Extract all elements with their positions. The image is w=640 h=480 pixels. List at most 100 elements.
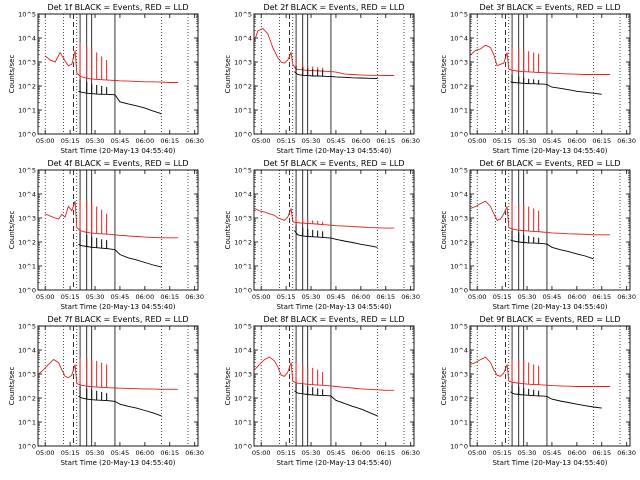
x-tick-label: 05:30	[518, 137, 537, 145]
x-tick-label: 05:15	[493, 449, 512, 457]
panel-title: Det 1f BLACK = Events, RED = LLD	[47, 3, 188, 12]
panel-det-6f: Det 6f BLACK = Events, RED = LLD Counts/s…	[440, 159, 636, 311]
plot-frame	[469, 169, 631, 291]
x-tick-label: 05:00	[468, 137, 487, 145]
x-tick-label: 05:00	[36, 293, 55, 301]
y-tick-label: 10^5	[450, 323, 468, 331]
black-events-series	[78, 243, 162, 268]
x-axis-label: Start Time (20-May-13 04:55:40)	[492, 303, 607, 311]
panel-title: Det 3f BLACK = Events, RED = LLD	[479, 3, 620, 12]
y-axis-label: Counts/sec	[440, 367, 448, 406]
x-tick-label: 05:15	[277, 137, 296, 145]
x-tick-label: 06:00	[135, 137, 154, 145]
x-tick-label: 06:00	[567, 137, 586, 145]
x-axis-label: Start Time (20-May-13 04:55:40)	[276, 459, 391, 467]
y-tick-label: 10^3	[18, 59, 36, 67]
y-tick-label: 10^5	[18, 167, 36, 175]
x-tick-label: 05:15	[277, 293, 296, 301]
red-lld-series	[45, 201, 179, 239]
red-lld-series	[254, 207, 395, 229]
x-tick-label: 05:00	[252, 137, 271, 145]
black-events-series	[78, 90, 162, 115]
x-tick-label: 06:15	[592, 293, 611, 301]
black-events-series	[510, 239, 594, 260]
x-tick-label: 06:00	[351, 449, 370, 457]
x-tick-label: 06:30	[185, 449, 204, 457]
x-tick-label: 05:00	[252, 293, 271, 301]
x-tick-label: 06:15	[592, 137, 611, 145]
black-events-series	[78, 395, 162, 417]
y-tick-label: 10^4	[18, 35, 36, 43]
x-tick-label: 06:30	[401, 449, 420, 457]
x-axis-label: Start Time (20-May-13 04:55:40)	[276, 147, 391, 155]
y-tick-label: 10^2	[450, 395, 468, 403]
y-tick-label: 10^5	[234, 323, 252, 331]
x-tick-label: 06:30	[185, 293, 204, 301]
y-tick-label: 10^0	[18, 443, 36, 451]
y-axis-label: Counts/sec	[224, 55, 232, 94]
x-axis-label: Start Time (20-May-13 04:55:40)	[60, 147, 175, 155]
x-tick-label: 06:00	[351, 293, 370, 301]
x-tick-label: 05:00	[252, 449, 271, 457]
x-axis-label: Start Time (20-May-13 04:55:40)	[276, 303, 391, 311]
x-tick-label: 05:45	[543, 293, 562, 301]
panel-title: Det 5f BLACK = Events, RED = LLD	[263, 159, 404, 168]
x-tick-label: 06:00	[351, 137, 370, 145]
y-tick-label: 10^2	[234, 239, 252, 247]
x-tick-label: 05:00	[468, 293, 487, 301]
y-tick-label: 10^1	[234, 419, 252, 427]
plot-frame	[253, 169, 415, 291]
x-tick-label: 06:15	[160, 449, 179, 457]
panel-det-9f: Det 9f BLACK = Events, RED = LLD Counts/s…	[440, 315, 636, 467]
y-tick-label: 10^5	[450, 11, 468, 19]
y-tick-label: 10^5	[18, 323, 36, 331]
black-events-series	[294, 390, 378, 417]
y-tick-label: 10^4	[18, 347, 36, 355]
plot-frame	[469, 325, 631, 447]
x-tick-label: 06:30	[185, 137, 204, 145]
x-axis-label: Start Time (20-May-13 04:55:40)	[60, 459, 175, 467]
x-axis-label: Start Time (20-May-13 04:55:40)	[492, 459, 607, 467]
y-axis-label: Counts/sec	[8, 367, 16, 406]
x-tick-label: 05:45	[111, 137, 130, 145]
red-lld-series	[470, 356, 611, 387]
panel-title: Det 4f BLACK = Events, RED = LLD	[47, 159, 188, 168]
y-tick-label: 10^4	[234, 347, 252, 355]
y-tick-label: 10^0	[450, 131, 468, 139]
red-lld-series	[254, 27, 395, 76]
x-tick-label: 05:45	[543, 449, 562, 457]
x-tick-label: 06:30	[617, 293, 636, 301]
panel-title: Det 2f BLACK = Events, RED = LLD	[263, 3, 404, 12]
black-events-series	[294, 71, 378, 79]
plot-frame	[37, 169, 199, 291]
y-tick-label: 10^0	[234, 287, 252, 295]
x-tick-label: 05:15	[61, 137, 80, 145]
y-tick-label: 10^4	[234, 191, 252, 199]
y-tick-label: 10^2	[450, 83, 468, 91]
y-axis-label: Counts/sec	[224, 211, 232, 250]
y-tick-label: 10^2	[450, 239, 468, 247]
x-tick-label: 05:45	[327, 293, 346, 301]
x-tick-label: 05:15	[61, 293, 80, 301]
y-tick-label: 10^0	[18, 287, 36, 295]
panel-title: Det 9f BLACK = Events, RED = LLD	[479, 315, 620, 324]
panel-det-8f: Det 8f BLACK = Events, RED = LLD Counts/s…	[224, 315, 420, 467]
x-tick-label: 06:00	[135, 449, 154, 457]
x-tick-label: 05:00	[36, 137, 55, 145]
black-events-series	[510, 81, 602, 95]
x-tick-label: 05:30	[86, 137, 105, 145]
y-tick-label: 10^3	[234, 371, 252, 379]
x-tick-label: 06:15	[376, 137, 395, 145]
y-tick-label: 10^4	[450, 35, 468, 43]
panel-det-7f: Det 7f BLACK = Events, RED = LLD Counts/s…	[8, 315, 204, 467]
y-tick-label: 10^1	[234, 263, 252, 271]
y-axis-label: Counts/sec	[8, 55, 16, 94]
x-tick-label: 05:30	[302, 293, 321, 301]
x-tick-label: 05:30	[518, 293, 537, 301]
x-tick-label: 05:30	[86, 293, 105, 301]
x-tick-label: 05:15	[493, 293, 512, 301]
x-tick-label: 06:15	[376, 293, 395, 301]
y-axis-label: Counts/sec	[440, 55, 448, 94]
x-tick-label: 06:30	[617, 449, 636, 457]
